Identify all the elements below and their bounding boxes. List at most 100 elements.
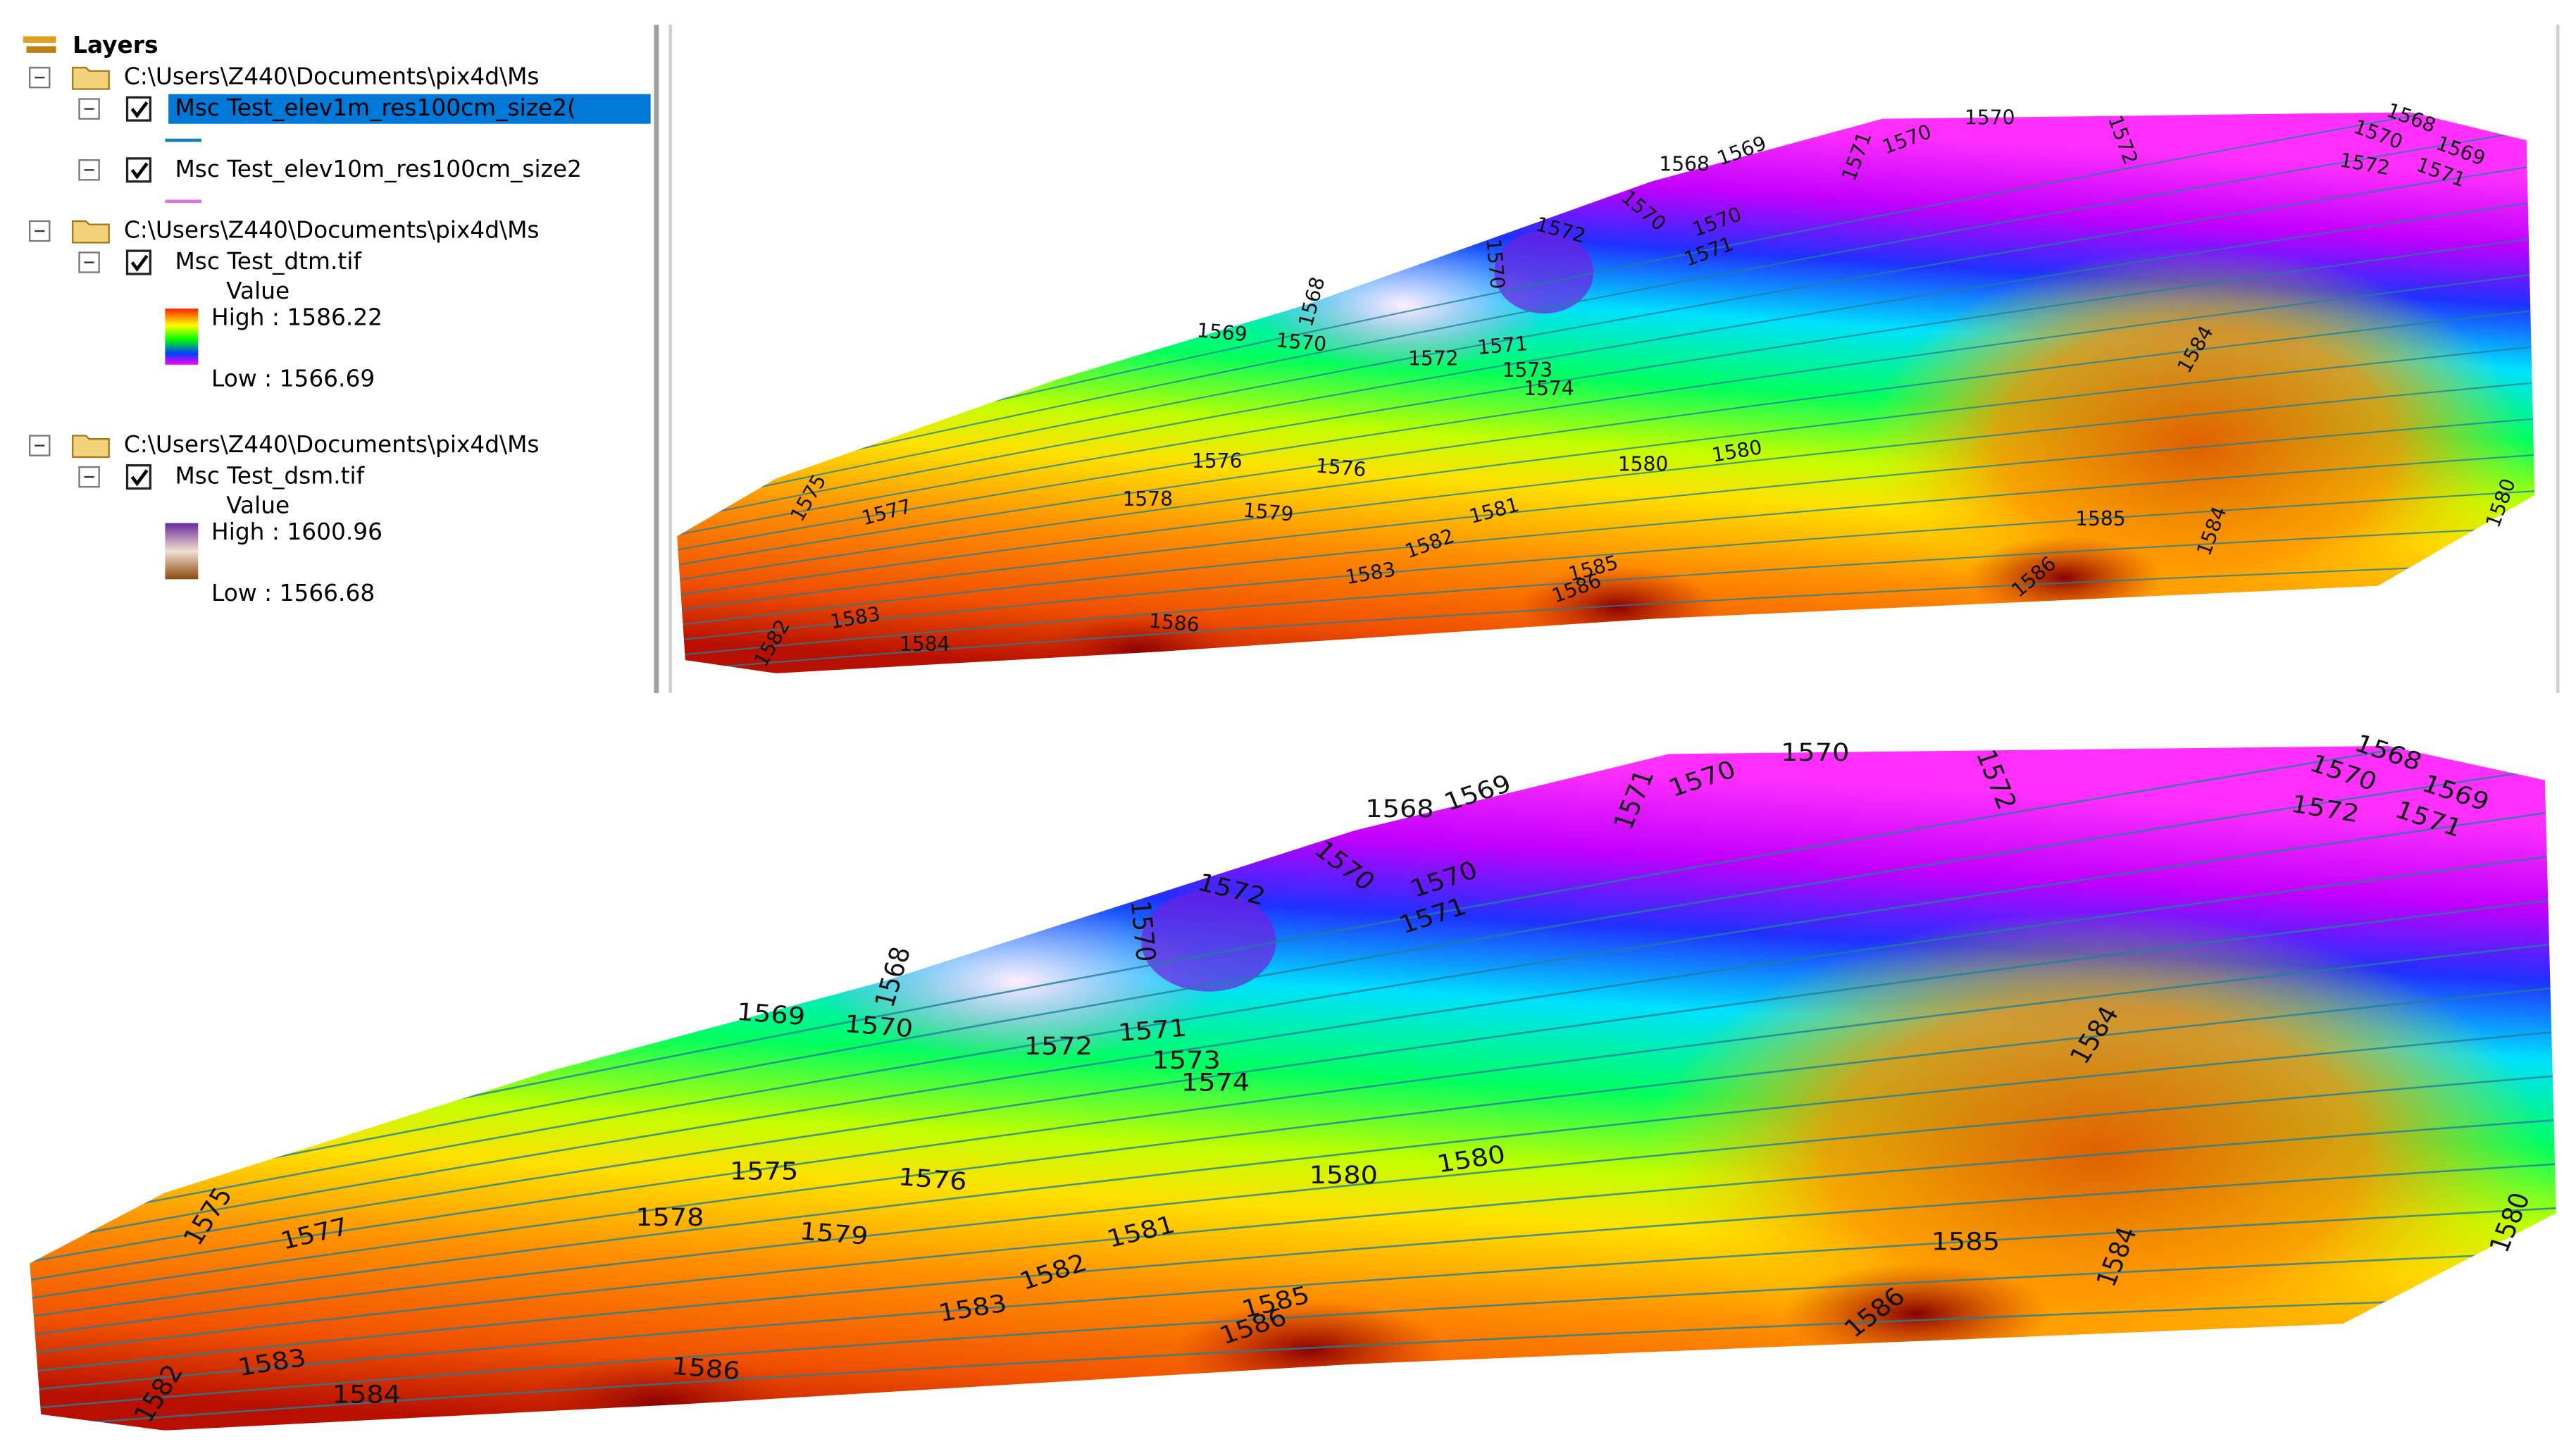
contour-label: 1570 xyxy=(1275,328,1327,356)
legend-high: High : 1600.96 xyxy=(211,518,382,545)
contour-label: 1586 xyxy=(1148,609,1200,637)
contour-line xyxy=(677,308,2535,568)
collapse-toggle[interactable] xyxy=(29,66,51,89)
legend-low: Low : 1566.68 xyxy=(211,580,375,606)
contour-label: 1573 xyxy=(1152,1046,1220,1075)
contour-label: 1570 xyxy=(1481,238,1509,290)
contour-label: 1578 xyxy=(1122,487,1173,511)
contour-label: 1585 xyxy=(1931,1227,2000,1256)
contour-label: 1574 xyxy=(1181,1069,1250,1097)
map-border xyxy=(2556,25,2560,693)
contour-line xyxy=(677,126,2535,494)
layer-name: Msc Test_dtm.tif xyxy=(175,248,362,275)
legend-title: Value xyxy=(226,278,290,304)
contour-label: 1573 xyxy=(1502,359,1553,382)
legend-low: Low : 1566.69 xyxy=(211,365,375,392)
contour-line xyxy=(30,1117,2556,1357)
splitter xyxy=(654,25,659,693)
contour-line xyxy=(30,1073,2556,1339)
contour-line xyxy=(30,984,2556,1303)
folder-icon xyxy=(71,435,110,459)
contour-line xyxy=(677,416,2535,614)
contour-line xyxy=(30,852,2556,1248)
contour-line xyxy=(30,1028,2556,1321)
contour-line xyxy=(677,489,2535,643)
group-path: C:\Users\Z440\Documents\pix4d\Ms xyxy=(124,217,540,244)
check-mark xyxy=(130,101,149,118)
contour-label: 1570 xyxy=(843,1009,914,1043)
contour-line xyxy=(30,1250,2556,1412)
selection xyxy=(168,94,651,124)
contour-line xyxy=(30,1206,2556,1393)
layer-name: Msc Test_dsm.tif xyxy=(175,463,365,490)
checkbox[interactable] xyxy=(125,157,151,183)
collapse-toggle[interactable] xyxy=(78,466,100,488)
contour-line xyxy=(30,896,2556,1266)
group-path: C:\Users\Z440\Documents\pix4d\Ms xyxy=(124,63,540,90)
layers-panel: Layers C:\Users\Z440\Documents\pix4d\Ms Ms… xyxy=(23,32,651,606)
color-ramp xyxy=(165,523,199,580)
contour-label: 1576 xyxy=(1315,454,1367,481)
contour-label: 1570 xyxy=(1124,899,1162,962)
contour-label: 1571 xyxy=(1476,332,1529,359)
contour-line xyxy=(677,199,2535,524)
contour-label: 1572 xyxy=(1408,347,1459,371)
contour-line xyxy=(677,162,2535,509)
contour-label: 1575 xyxy=(730,1157,798,1185)
contour-label: 1570 xyxy=(1965,106,2015,130)
contour-line xyxy=(677,453,2535,628)
contour-line xyxy=(30,940,2556,1285)
folder-icon xyxy=(71,66,110,90)
contour-label: 1569 xyxy=(735,997,807,1031)
ridge xyxy=(1865,247,2527,644)
contour-line xyxy=(30,763,2556,1212)
contour-label: 1586 xyxy=(671,1352,742,1386)
panel-title: Layers xyxy=(73,32,158,58)
contour-line xyxy=(677,344,2535,584)
layers-icon xyxy=(23,36,56,43)
contour-line xyxy=(677,235,2535,539)
contour-line xyxy=(677,271,2535,554)
high-spot xyxy=(1040,610,1239,673)
check-mark xyxy=(130,254,149,272)
contour-label: 1579 xyxy=(1242,499,1294,526)
layer-name: Msc Test_elev1m_res100cm_size2( xyxy=(175,94,575,121)
high-spot xyxy=(1175,1300,1445,1400)
contour-label: 1580 xyxy=(1309,1161,1378,1190)
contour-line xyxy=(30,1294,2556,1430)
contour-label: 1568 xyxy=(1365,795,1433,823)
low-spot xyxy=(1141,890,1276,992)
contour-line xyxy=(677,561,2535,673)
check-mark xyxy=(130,162,149,180)
high-spot xyxy=(1519,566,1717,649)
checkbox[interactable] xyxy=(125,249,151,275)
low-spot xyxy=(1494,231,1594,314)
map-raster xyxy=(677,112,2535,673)
legend-title: Value xyxy=(226,492,290,519)
legend-high: High : 1586.22 xyxy=(211,304,382,331)
map-raster xyxy=(30,745,2556,1431)
contour-line xyxy=(677,525,2535,658)
check-mark xyxy=(130,469,149,487)
contour-label: 1580 xyxy=(1618,453,1669,476)
ridge xyxy=(1646,911,2545,1395)
contour-label: 1579 xyxy=(798,1216,869,1250)
contour-label: 1572 xyxy=(1024,1032,1093,1061)
contour-line xyxy=(30,1162,2556,1376)
group-path: C:\Users\Z440\Documents\pix4d\Ms xyxy=(124,431,540,458)
layers-icon xyxy=(26,46,56,53)
contour-label: 1585 xyxy=(2075,507,2126,530)
contour-label: 1570 xyxy=(1781,738,1849,767)
contour-label: 1571 xyxy=(1117,1013,1188,1047)
layer-name: Msc Test_elev10m_res100cm_size2 xyxy=(175,156,581,182)
collapse-toggle[interactable] xyxy=(78,251,100,273)
contour-label: 1574 xyxy=(1524,377,1574,400)
contour-line xyxy=(30,807,2556,1231)
collapse-toggle[interactable] xyxy=(78,159,100,181)
checkbox[interactable] xyxy=(125,464,151,490)
contour-label: 1569 xyxy=(1196,318,1248,346)
contour-label: 1568 xyxy=(1659,152,1710,175)
checkbox[interactable] xyxy=(125,96,151,122)
contour-label: 1584 xyxy=(900,633,950,656)
